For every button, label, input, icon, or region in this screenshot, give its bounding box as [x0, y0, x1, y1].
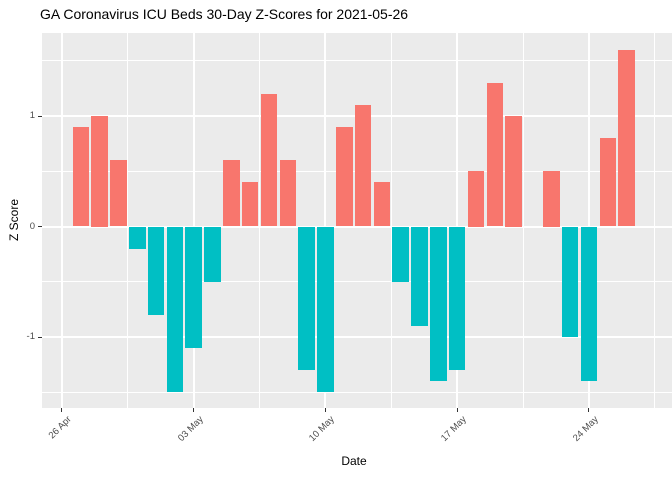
gridline-minor-x — [127, 33, 129, 408]
gridline-major-x — [324, 33, 327, 408]
zscore-bar — [279, 160, 297, 227]
x-tick-label: 10 May — [307, 414, 338, 444]
zscore-bar — [430, 226, 447, 382]
y-tick-label: 0 — [29, 220, 35, 232]
zscore-bar — [336, 127, 353, 227]
gridline-major-x — [456, 33, 459, 408]
x-tick-label: 17 May — [439, 414, 469, 444]
x-tick-label: 26 Apr — [46, 414, 74, 442]
y-axis-title: Z Score — [7, 198, 21, 242]
zscore-bar — [317, 226, 334, 393]
zscore-bar — [260, 93, 278, 227]
zscore-bar — [298, 226, 315, 371]
zscore-bar — [505, 116, 522, 227]
y-tick-mark — [38, 226, 42, 227]
gridline-major-x — [587, 33, 590, 408]
zscore-bar — [467, 171, 485, 227]
zscore-bar — [91, 116, 108, 227]
gridline-minor-y — [42, 391, 672, 393]
zscore-bar — [110, 160, 127, 227]
zscore-bar — [72, 127, 90, 227]
zscore-bar — [618, 49, 635, 227]
zscore-bar — [392, 226, 409, 282]
zscore-bar — [241, 182, 259, 227]
gridline-minor-x — [390, 33, 392, 408]
gridline-minor-x — [654, 33, 656, 408]
zscore-bar — [373, 182, 391, 227]
gridline-minor-x — [259, 33, 261, 408]
zscore-bar — [204, 226, 221, 282]
gridline-major-x — [192, 33, 195, 408]
zscore-bar — [129, 226, 146, 249]
zscore-bar — [448, 226, 466, 371]
x-tick-mark — [61, 408, 63, 412]
zscore-bar — [223, 160, 240, 227]
zscore-bar — [354, 104, 372, 227]
x-tick-mark — [588, 408, 590, 412]
x-axis-title: Date — [341, 454, 367, 468]
chart-title: GA Coronavirus ICU Beds 30-Day Z-Scores … — [40, 6, 409, 22]
zscore-bar — [185, 226, 202, 349]
zscore-bar — [411, 226, 428, 326]
y-tick-label: 1 — [29, 110, 35, 121]
zscore-bar — [561, 226, 579, 337]
gridline-minor-y — [42, 281, 672, 283]
zscore-bar — [166, 226, 184, 393]
x-tick-mark — [324, 408, 326, 412]
gridline-major-y — [42, 336, 672, 338]
y-tick-label: -1 — [26, 331, 35, 342]
gridline-major-x — [60, 33, 63, 408]
zscore-bar — [486, 82, 504, 227]
zscore-bar — [599, 138, 616, 227]
zscore-bar — [543, 171, 560, 227]
x-tick-label: 24 May — [570, 414, 601, 444]
zscore-bar — [580, 226, 598, 382]
x-tick-mark — [456, 408, 458, 412]
zscore-bar — [147, 226, 165, 315]
plot-panel — [42, 33, 672, 408]
gridline-minor-x — [522, 33, 524, 408]
x-tick-label: 03 May — [175, 414, 206, 444]
gridline-major-y — [42, 225, 672, 228]
x-tick-mark — [193, 408, 195, 412]
y-tick-mark — [38, 115, 42, 117]
gridline-minor-y — [42, 60, 672, 62]
y-tick-mark — [38, 336, 42, 338]
